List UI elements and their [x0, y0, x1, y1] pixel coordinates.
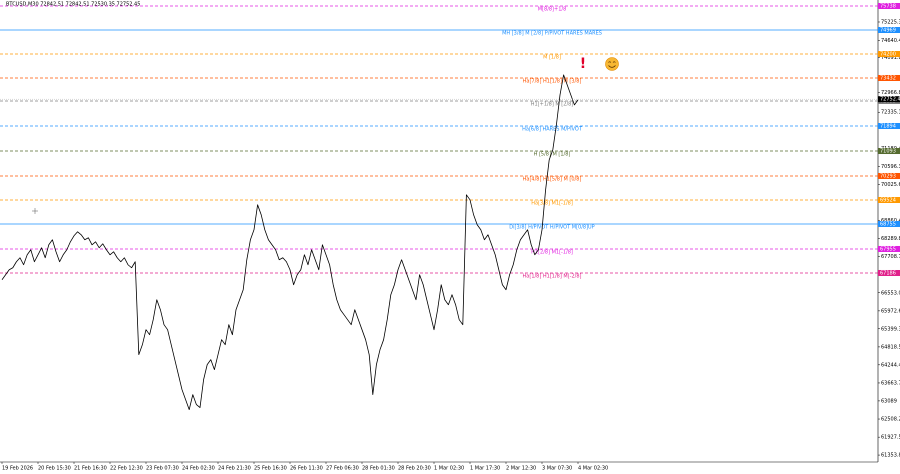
- x-tick-label: 24 Feb 02:30: [182, 466, 215, 472]
- price-line: [1, 74, 579, 411]
- x-tick-label: 23 Feb 07:30: [146, 466, 179, 472]
- x-tick-label: 4 Mar 02:30: [578, 466, 608, 472]
- y-tick-label: 61927.5: [881, 435, 900, 441]
- level-label: H [5/8] M [1/8]: [534, 152, 571, 158]
- x-tick-label: 20 Feb 15:30: [38, 466, 71, 472]
- x-tick-label: 3 Mar 07:30: [542, 466, 572, 472]
- chart-title: BTCUSD,M30 72842.51 72842.51 72530.35 72…: [6, 2, 140, 8]
- level-label: Ha[7/8] H1[1/8] M [3/8]: [523, 78, 582, 84]
- level-price: 68755: [880, 222, 896, 228]
- y-tick-label: 66553.05: [881, 290, 900, 296]
- level-price: 71093: [880, 149, 896, 155]
- y-tick-label: 70025.65: [881, 182, 900, 188]
- x-tick-label: 22 Feb 12:30: [110, 466, 143, 472]
- level-label: Ha[3/8] M1[-1/8]: [531, 200, 573, 206]
- x-tick-label: 19 Feb 2026: [2, 466, 33, 472]
- x-tick-label: 1 Mar 02:30: [434, 466, 464, 472]
- level-price: 67955: [880, 246, 896, 252]
- level-label: Di[3/8] H/PIVOT H/PIVOT M[0/8]UP: [509, 225, 594, 231]
- level-price-tag: [878, 74, 900, 81]
- level-price-tag: [878, 51, 900, 58]
- level-price-tag: [878, 172, 900, 179]
- level-label: M[8/8]+1/8: [538, 6, 567, 12]
- level-price: 67186: [880, 270, 896, 276]
- x-tick-label: 27 Feb 06:30: [326, 466, 359, 472]
- x-tick-label: 24 Feb 21:30: [218, 466, 251, 472]
- y-tick-label: 65972.6: [881, 308, 900, 314]
- y-tick-label: 72335.15: [881, 110, 900, 116]
- x-tick-label: 2 Mar 12:30: [506, 466, 536, 472]
- level-price-tag: [878, 27, 900, 34]
- last-price: 72752.45: [880, 97, 900, 103]
- level-label: Ha[4/8] H1[5/8] M [0/8]: [523, 176, 582, 182]
- y-tick-label: 68289.8: [881, 236, 900, 242]
- level-price: 71894: [880, 124, 896, 130]
- level-price-tag: [878, 196, 900, 203]
- level-label: MH [3/8] M [2/8] P/PIVOT HARES MARES: [502, 31, 602, 37]
- y-tick-label: 62508.2: [881, 417, 900, 423]
- x-tick-label: 25 Feb 16:30: [254, 466, 287, 472]
- level-label: M [1/8]: [543, 55, 561, 61]
- last-price-tag: [878, 96, 900, 103]
- level-label: H1[2/8] M1[-1/8]: [531, 249, 573, 255]
- y-tick-label: 75225.35: [881, 19, 900, 25]
- x-tick-label: 1 Mar 17:30: [470, 466, 500, 472]
- level-price-tag: [878, 221, 900, 228]
- cursor: [32, 208, 38, 214]
- y-tick-label: 67708.7: [881, 254, 900, 260]
- y-tick-label: 63089: [881, 398, 897, 404]
- level-price-tag: [878, 245, 900, 252]
- y-tick-label: 64244.45: [881, 362, 900, 368]
- level-price: 70293: [880, 173, 896, 179]
- smile-icon: [605, 57, 619, 71]
- y-tick-label: 74640.4: [881, 38, 900, 44]
- level-label: Ha[6/8] HARES M/PIVOT: [522, 127, 583, 133]
- level-price: 74969: [880, 28, 896, 34]
- level-price-tag: [878, 148, 900, 155]
- level-price: 75738: [880, 3, 896, 9]
- x-tick-label: 28 Feb 01:30: [362, 466, 395, 472]
- level-price-tag: [878, 2, 900, 9]
- level-price: 73432: [880, 75, 896, 81]
- y-tick-label: 63663.7: [881, 380, 900, 386]
- y-tick-label: 64818.5: [881, 344, 900, 350]
- y-tick-label: 72966.8: [881, 90, 900, 96]
- y-tick-label: 74091.8: [881, 55, 900, 61]
- level-label: H1[+1/8] M [2/8]: [531, 101, 574, 107]
- x-tick-label: 26 Feb 11:30: [290, 466, 323, 472]
- y-tick-label: 61353.85: [881, 453, 900, 459]
- x-tick-label: 28 Feb 20:30: [398, 466, 431, 472]
- level-price: 69524: [880, 197, 896, 203]
- alert-icon: !: [580, 56, 586, 72]
- level-price: 74200: [880, 52, 896, 58]
- y-tick-label: 65399.3: [881, 326, 900, 332]
- level-price-tag: [878, 123, 900, 130]
- y-tick-label: 70596.3: [881, 164, 900, 170]
- level-price-tag: [878, 269, 900, 276]
- level-label: Ha[1/8] H1[1/8] M[-2/8]: [523, 273, 582, 279]
- x-tick-label: 21 Feb 16:30: [74, 466, 107, 472]
